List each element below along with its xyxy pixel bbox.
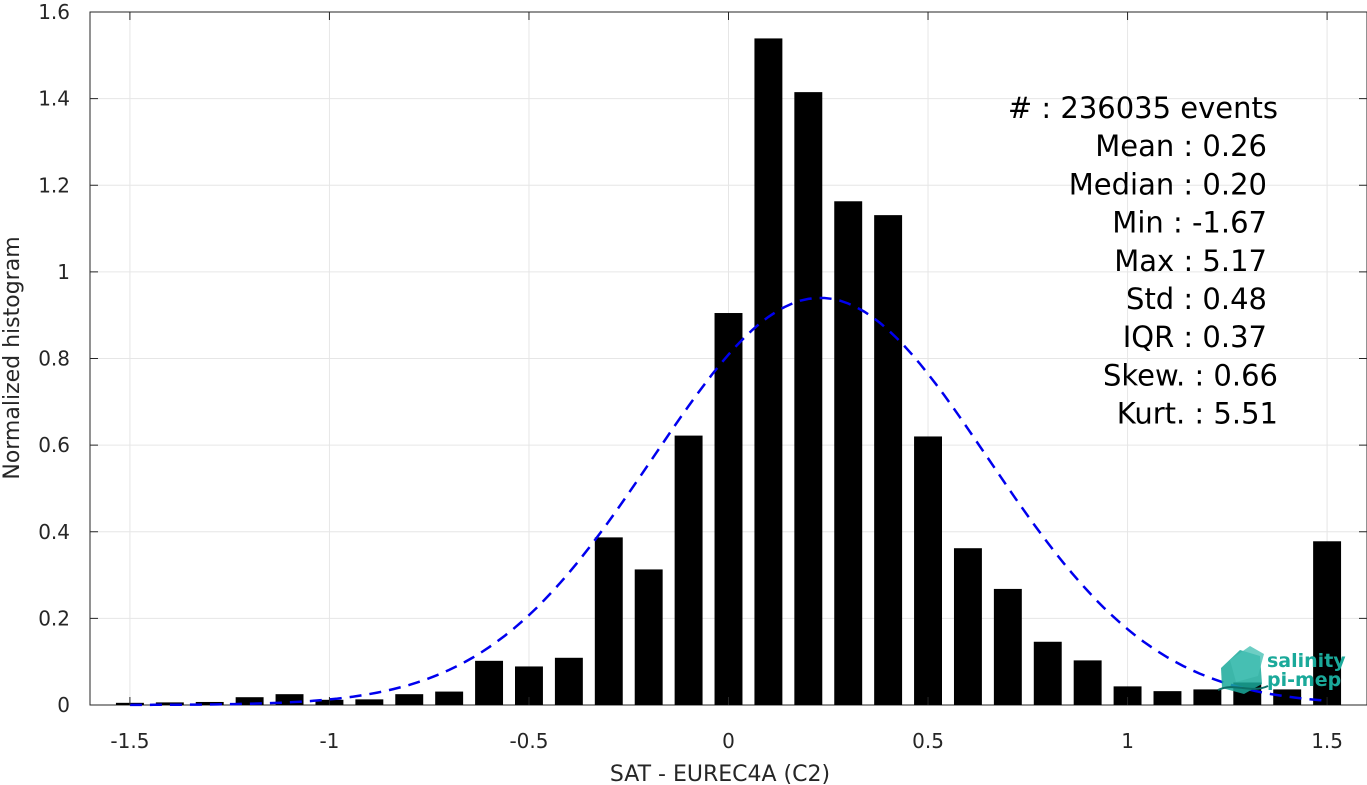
x-tick-label: 0 bbox=[722, 729, 735, 753]
histogram-bar bbox=[674, 435, 703, 705]
histogram-bar bbox=[1193, 689, 1222, 705]
stat-line: Median : 0.20 bbox=[1069, 167, 1267, 201]
y-tick-label: 1.4 bbox=[38, 87, 70, 111]
histogram-bar bbox=[594, 537, 623, 705]
histogram-bar bbox=[355, 699, 384, 705]
histogram-bar bbox=[235, 697, 264, 705]
y-tick-label: 0.4 bbox=[38, 520, 70, 544]
histogram-bar bbox=[1273, 689, 1302, 705]
logo-text-salinity: salinity bbox=[1267, 650, 1346, 672]
stat-line: Kurt. : 5.51 bbox=[1117, 397, 1278, 431]
stat-line: # : 236035 events bbox=[1008, 91, 1278, 125]
histogram-bar bbox=[794, 92, 823, 706]
y-tick-label: 0.6 bbox=[38, 433, 70, 457]
stat-line: IQR : 0.37 bbox=[1123, 320, 1267, 354]
histogram-bar bbox=[1073, 660, 1102, 705]
histogram-bar bbox=[993, 588, 1022, 705]
x-tick-label: -1.5 bbox=[110, 729, 149, 753]
x-tick-label: 1.5 bbox=[1311, 729, 1343, 753]
stat-line: Min : -1.67 bbox=[1112, 206, 1267, 240]
histogram-bar bbox=[714, 313, 743, 705]
y-tick-label: 1 bbox=[57, 260, 70, 284]
stat-line: Mean : 0.26 bbox=[1095, 129, 1267, 163]
logo-text-pi-mep: pi-mep bbox=[1267, 669, 1341, 691]
histogram-bar bbox=[1033, 641, 1062, 705]
histogram-bar bbox=[754, 38, 783, 705]
histogram-bar bbox=[475, 660, 504, 705]
histogram-bar bbox=[554, 657, 583, 705]
y-tick-label: 1.6 bbox=[38, 0, 70, 24]
histogram-bar bbox=[834, 201, 863, 705]
histogram-bar bbox=[155, 702, 184, 705]
histogram-bar bbox=[1313, 541, 1342, 705]
y-tick-label: 0 bbox=[57, 693, 70, 717]
y-tick-label: 0.8 bbox=[38, 347, 70, 371]
histogram-bar bbox=[435, 691, 464, 705]
histogram-bar bbox=[395, 694, 424, 705]
x-tick-label: -1 bbox=[319, 729, 339, 753]
histogram-bar bbox=[1153, 691, 1182, 705]
histogram-bar bbox=[953, 548, 982, 705]
stat-line: Skew. : 0.66 bbox=[1103, 358, 1278, 392]
x-tick-label: 1 bbox=[1121, 729, 1134, 753]
statistics-annotation: # : 236035 events Mean : 0.26 Median : 0.2… bbox=[1008, 91, 1278, 431]
histogram-bars bbox=[115, 38, 1342, 706]
x-tick-label: -0.5 bbox=[509, 729, 548, 753]
logo-mark-icon bbox=[1217, 646, 1269, 694]
stat-line: Max : 5.17 bbox=[1114, 244, 1267, 278]
histogram-bar bbox=[275, 694, 304, 705]
x-axis-label: SAT - EUREC4A (C2) bbox=[610, 762, 830, 785]
y-axis-label: Normalized histogram bbox=[0, 236, 25, 479]
grid-lines bbox=[90, 11, 1367, 706]
histogram-bar bbox=[195, 701, 224, 705]
histogram-bar bbox=[634, 569, 663, 705]
y-tick-label: 1.2 bbox=[38, 173, 70, 197]
x-tick-label: 0.5 bbox=[912, 729, 944, 753]
histogram-bar bbox=[1113, 686, 1142, 705]
salinity-pi-mep-logo: salinity pi-mep bbox=[1217, 646, 1346, 694]
histogram-bar bbox=[914, 436, 942, 705]
histogram-bar bbox=[874, 215, 903, 705]
y-tick-label: 0.2 bbox=[38, 606, 70, 630]
gaussian-fit-curve bbox=[129, 296, 1328, 707]
axis-ticks: -1.5 -1 -0.5 0 0.5 1 1.5 0 0.2 0.4 0.6 0.8 1 1.2 1.4 1.… bbox=[38, 0, 1367, 753]
stat-line: Std : 0.48 bbox=[1126, 282, 1267, 316]
